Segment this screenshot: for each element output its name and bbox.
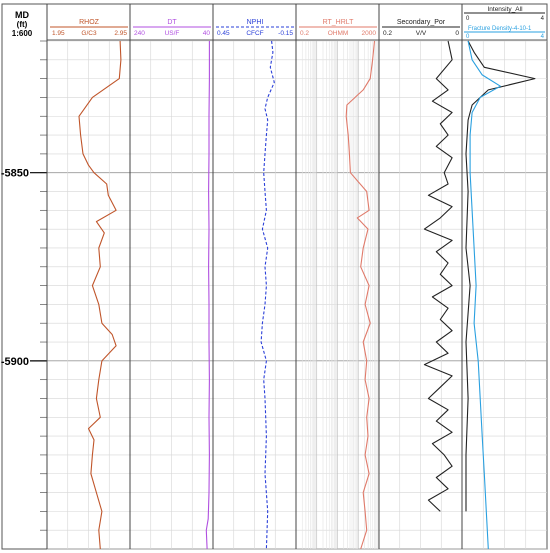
track-max-dt: 40	[203, 30, 211, 37]
track-header-secpor: Secondary_Por 0.2 V/V 0	[382, 19, 460, 37]
track-max-rhoz: 2.95	[114, 30, 127, 37]
curve-nphi	[260, 40, 275, 550]
track-unit-secpor: V/V	[416, 30, 427, 37]
depth-unit: (ft)	[17, 20, 28, 29]
track-max-rt: 2000	[362, 30, 377, 37]
track-unit-nphi: CFCF	[246, 30, 263, 37]
curves-layer	[78, 40, 536, 550]
track-max-fracture: 4	[541, 34, 545, 40]
track-name-secpor: Secondary_Por	[397, 19, 446, 26]
depth-scale: 1:600	[12, 29, 33, 38]
track-header-rhoz: RHOZ 1.95 G/C3 2.95	[50, 19, 128, 37]
depth-title: MD	[15, 10, 29, 20]
track-max-nphi: -0.15	[278, 30, 293, 37]
curve-rt-hrlt	[345, 40, 376, 550]
track-header-rt: RT_HRLT 0.2 OHMM 2000	[299, 19, 377, 37]
depth-axis: -5850 -5900	[1, 40, 47, 550]
track-dividers	[46, 4, 463, 549]
track-name-rhoz: RHOZ	[79, 19, 100, 26]
depth-label: -5850	[1, 168, 29, 180]
curve-fracture-density-4-10-1	[467, 40, 501, 550]
track-min-intensity: 0	[466, 16, 470, 22]
track-header-nphi: NPHI 0.45 CFCF -0.15	[216, 19, 294, 37]
track-min-fracture: 0	[466, 34, 470, 40]
track-header-dt: DT 240 US/F 40	[133, 19, 211, 37]
curve-dt	[205, 41, 210, 550]
track-min-rhoz: 1.95	[52, 30, 65, 37]
track-name-nphi: NPHI	[247, 19, 264, 26]
curve-rhoz	[78, 40, 122, 550]
track-min-secpor: 0.2	[383, 30, 392, 37]
track-min-dt: 240	[134, 30, 145, 37]
curve-secondary-por	[423, 40, 453, 512]
track-name-rt: RT_HRLT	[323, 19, 355, 26]
track-unit-rhoz: G/C3	[81, 30, 97, 37]
track-name-fracture: Fracture Density-4-10-1	[468, 26, 532, 32]
track-max-intensity: 4	[541, 16, 545, 22]
curve-intensity-all	[465, 40, 536, 512]
track-unit-rt: OHMM	[328, 30, 349, 37]
depth-label: -5900	[1, 356, 29, 368]
track-min-rt: 0.2	[300, 30, 309, 37]
track-name-dt: DT	[167, 19, 177, 26]
track-max-secpor: 0	[455, 30, 459, 37]
track-name-intensity: Intensity_All	[487, 6, 523, 13]
chart-frame	[1, 3, 548, 550]
track-unit-dt: US/F	[165, 30, 180, 37]
track-min-nphi: 0.45	[217, 30, 230, 37]
track-header-intensity: Intensity_All 0 4 Fracture Density-4-10-…	[464, 6, 545, 40]
